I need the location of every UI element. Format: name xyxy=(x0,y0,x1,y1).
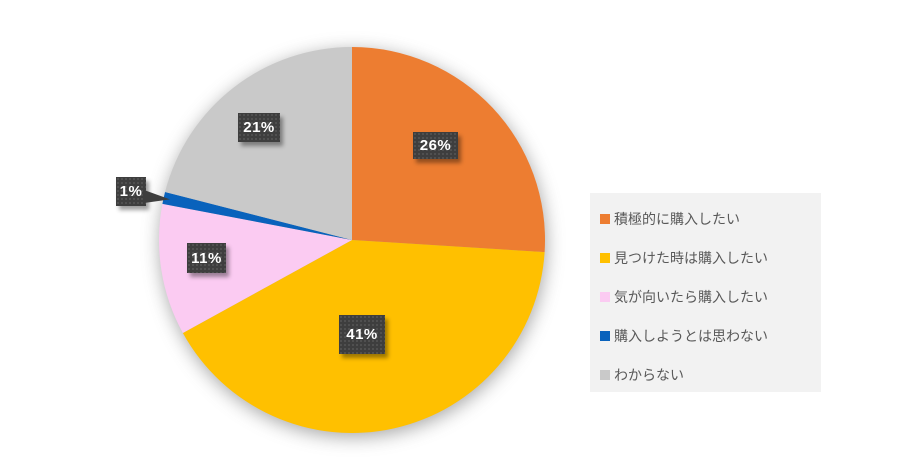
legend-label: わからない xyxy=(614,366,684,383)
data-label-text: 11% xyxy=(191,249,222,267)
data-label-pink-slice[interactable]: 11% xyxy=(187,243,226,273)
data-label-gray-slice[interactable]: 21% xyxy=(238,113,280,142)
data-label-blue-slice-callout[interactable]: 1% xyxy=(116,177,146,206)
legend-swatch-icon xyxy=(600,252,610,263)
data-label-text: 26% xyxy=(419,137,452,154)
data-label-text: 21% xyxy=(243,119,275,136)
pie-slice-3[interactable] xyxy=(162,192,352,240)
data-label-text: 41% xyxy=(346,326,378,343)
pie-slice-2[interactable] xyxy=(159,203,352,333)
legend-swatch-icon xyxy=(600,213,610,224)
legend-swatch-icon xyxy=(600,291,610,302)
legend-label: 気が向いたら購入したい xyxy=(614,288,768,305)
legend-item-0[interactable]: 積極的に購入したい xyxy=(590,199,821,238)
legend-item-4[interactable]: わからない xyxy=(590,355,821,394)
legend-item-2[interactable]: 気が向いたら購入したい xyxy=(590,277,821,316)
legend-item-3[interactable]: 購入しようとは思わない xyxy=(590,316,821,355)
legend-item-1[interactable]: 見つけた時は購入したい xyxy=(590,238,821,277)
pie-slice-4[interactable] xyxy=(165,47,352,240)
data-label-gold-slice[interactable]: 41% xyxy=(339,315,385,354)
legend-label: 購入しようとは思わない xyxy=(614,327,768,344)
data-label-orange-slice[interactable]: 26% xyxy=(413,132,458,159)
legend-label: 見つけた時は購入したい xyxy=(614,249,768,266)
data-label-text: 1% xyxy=(119,183,143,200)
legend-swatch-icon xyxy=(600,369,610,380)
legend: 積極的に購入したい 見つけた時は購入したい 気が向いたら購入したい 購入しようと… xyxy=(590,193,821,392)
legend-label: 積極的に購入したい xyxy=(614,210,740,227)
legend-swatch-icon xyxy=(600,330,610,341)
